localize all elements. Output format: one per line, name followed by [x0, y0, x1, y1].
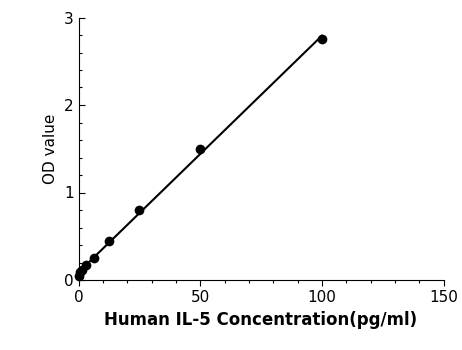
Point [75, 273, 82, 279]
Point [136, 207, 143, 213]
Point [90, 256, 97, 261]
Point [77, 270, 84, 275]
Point [82, 262, 90, 268]
Y-axis label: OD value: OD value [43, 113, 58, 184]
Point [79, 267, 86, 272]
Point [196, 146, 204, 152]
Point [318, 37, 326, 42]
X-axis label: Human IL-5 Concentration(pg/ml): Human IL-5 Concentration(pg/ml) [104, 311, 418, 329]
Point [105, 238, 113, 244]
